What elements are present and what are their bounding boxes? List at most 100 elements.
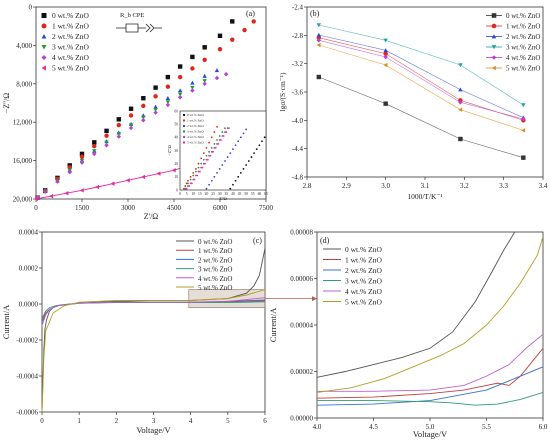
legend-label: 1 wt.% ZnO	[52, 22, 89, 31]
data-point	[458, 136, 463, 142]
inset-x-tick-label: 5	[186, 192, 188, 196]
inset-data-point	[234, 179, 237, 182]
plot-frame	[35, 6, 267, 200]
inset-data-point	[263, 136, 266, 139]
data-point	[128, 125, 134, 131]
legend-label: 3 wt.% ZnO	[52, 43, 89, 52]
series-line	[318, 40, 524, 120]
panel-a: 0 1500 3000 4500 6000 750004,0008,00012,00016…	[2, 4, 274, 222]
circuit-label: R_b CPE	[120, 12, 144, 19]
inset-x-tick-label: 65	[264, 192, 268, 196]
inset-data-point	[232, 148, 234, 151]
inset-data-point	[202, 158, 205, 161]
x-tick-label: 3.3	[499, 182, 508, 190]
y-tick-label: -3.6	[292, 89, 304, 97]
x-tick-label: 6	[263, 417, 267, 425]
series-line	[35, 156, 205, 200]
x-tick-label: 3	[152, 417, 156, 425]
data-point	[383, 62, 388, 68]
x-tick-label: 4500	[167, 204, 182, 212]
data-point	[383, 48, 388, 53]
data-point	[128, 123, 134, 128]
data-point	[104, 133, 109, 138]
legend-label: 0 wt.% ZnO	[52, 11, 89, 20]
inset-x-tick-label: 0	[179, 192, 181, 196]
data-point	[92, 144, 97, 149]
inset-x-tick-label: 25	[211, 192, 215, 196]
data-point	[141, 118, 146, 123]
x-tick-label: 2.8	[303, 182, 312, 190]
inset-data-point	[202, 152, 205, 155]
data-point	[383, 38, 388, 43]
inset-data-point	[216, 143, 218, 145]
legend-marker	[491, 23, 497, 29]
inset-data-point	[210, 146, 213, 149]
inset-data-point	[208, 141, 211, 144]
inset-data-point	[213, 143, 216, 145]
inset-data-point	[247, 160, 250, 162]
inset-data-point	[210, 179, 213, 182]
inset-data-point	[192, 171, 195, 174]
inset-data-point	[242, 132, 245, 135]
legend-label: 3 wt.% ZnO	[198, 266, 232, 274]
legend-label: 4 wt.% ZnO	[345, 287, 382, 296]
data-point	[458, 63, 463, 68]
legend-marker	[491, 55, 497, 60]
x-tick-label: 7500	[259, 204, 274, 212]
inset-legend-marker	[183, 114, 185, 116]
y-tick-label: 0.00008	[290, 229, 313, 237]
inset-data-point	[192, 174, 195, 177]
inset-data-point	[197, 166, 200, 169]
y-tick-label: 0.0004	[19, 229, 39, 237]
inset-y-axis-label: −Z''/Ω	[167, 145, 172, 156]
inset-data-point	[226, 127, 229, 130]
inset-x-tick-label: 45	[238, 192, 242, 196]
inset-legend-label: 5 wt.% ZnO	[187, 141, 204, 145]
inset-data-point	[205, 158, 208, 161]
series-group	[33, 19, 256, 202]
legend-label: 4 wt.% ZnO	[506, 54, 540, 62]
x-axis-label: Voltage/V	[413, 429, 448, 439]
data-point	[230, 37, 235, 42]
inset-data-point	[255, 148, 258, 151]
inset-y-tick-label: 50	[174, 122, 178, 126]
data-point	[316, 74, 321, 80]
x-tick-label: 4.0	[313, 423, 322, 431]
data-point	[316, 32, 321, 37]
inset-data-point	[204, 162, 207, 165]
data-point	[177, 64, 183, 69]
inset-data-point	[185, 187, 188, 190]
data-point	[165, 84, 171, 89]
series-line	[318, 24, 524, 106]
data-point	[383, 51, 388, 56]
data-point	[521, 155, 526, 160]
inset-data-point	[216, 139, 218, 141]
inset-data-point	[210, 150, 213, 153]
series-line	[317, 391, 543, 406]
inset-data-point	[226, 156, 229, 158]
inset-data-point	[242, 168, 245, 170]
legend-label: 2 wt.% ZnO	[52, 32, 89, 41]
inset-data-point	[202, 162, 205, 165]
inset-data-point	[221, 135, 224, 137]
data-point	[153, 110, 158, 115]
data-point	[190, 66, 195, 71]
inset-data-point	[224, 131, 226, 133]
inset-data-point	[225, 131, 228, 133]
data-point	[458, 87, 463, 92]
data-point	[79, 151, 85, 157]
inset-data-point	[188, 185, 191, 187]
x-tick-label: 1	[77, 417, 81, 425]
series-group	[41, 248, 266, 413]
legend-label: 5 wt.% ZnO	[198, 284, 232, 292]
legend-label: 3 wt.% ZnO	[506, 44, 540, 52]
panel-b: 2.8 2.9 3.0 3.1 3.2 3.3 3.4 -2.4 -2.8 -3.2 -3.6 -4.…	[278, 4, 548, 202]
panel-label: (c)	[253, 236, 262, 245]
series-line	[318, 37, 524, 121]
data-point	[153, 104, 158, 109]
inset-data-point	[213, 146, 216, 149]
x-tick-label: 0	[34, 204, 38, 212]
data-point	[116, 134, 121, 139]
data-point	[141, 103, 146, 109]
